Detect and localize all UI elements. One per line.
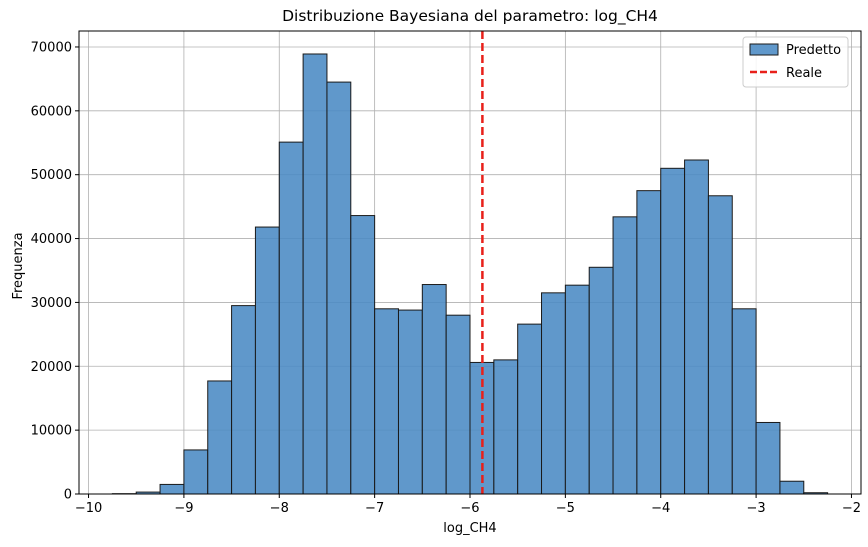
histogram-bar xyxy=(660,167,686,495)
histogram-bar xyxy=(278,141,304,495)
chart-title: Distribuzione Bayesiana del parametro: l… xyxy=(282,7,658,26)
x-tick-label: −4 xyxy=(651,501,670,516)
x-tick-label: −5 xyxy=(556,501,575,516)
x-tick-label: −6 xyxy=(460,501,479,516)
histogram-bar xyxy=(397,309,423,495)
y-axis-ticks: 0 10000 20000 30000 40000 50000 60000 70000 xyxy=(31,40,79,503)
histogram-bar xyxy=(183,449,209,495)
histogram-bar xyxy=(779,480,805,495)
y-tick-label: 0 xyxy=(64,488,72,503)
x-tick-label: −10 xyxy=(75,501,102,516)
histogram-bar xyxy=(326,81,352,495)
histogram-bar xyxy=(517,323,543,495)
histogram-bar xyxy=(302,53,328,495)
histogram-bars xyxy=(111,53,829,495)
histogram-bar xyxy=(254,226,280,495)
histogram-bar xyxy=(731,308,757,495)
x-tick-label: −2 xyxy=(842,501,861,516)
histogram-bar xyxy=(374,308,399,495)
y-tick-label: 60000 xyxy=(31,104,72,119)
histogram-bar xyxy=(207,380,233,495)
x-tick-label: −7 xyxy=(365,501,384,516)
y-tick-label: 10000 xyxy=(31,424,72,439)
x-tick-label: −3 xyxy=(747,501,766,516)
y-axis-title: Frequenza xyxy=(11,232,26,299)
x-tick-label: −9 xyxy=(174,501,193,516)
legend: Predetto Reale xyxy=(742,36,849,88)
histogram-bar xyxy=(493,359,519,495)
x-tick-label: −8 xyxy=(270,501,289,516)
x-axis-title: log_CH4 xyxy=(443,521,496,536)
histogram-bar xyxy=(159,483,185,495)
histogram-bar xyxy=(564,284,590,495)
legend-swatch-predetto xyxy=(749,43,779,56)
y-tick-label: 50000 xyxy=(31,168,72,183)
legend-label-predetto: Predetto xyxy=(786,43,841,58)
histogram-bar xyxy=(707,195,733,495)
histogram-bar xyxy=(350,215,376,495)
y-tick-label: 70000 xyxy=(31,40,72,55)
x-axis-ticks: −10 −9 −8 −7 −6 −5 −4 −3 −2 xyxy=(75,494,861,516)
histogram-bar xyxy=(541,292,566,495)
histogram-bar xyxy=(755,421,781,495)
histogram-bar xyxy=(421,284,447,495)
y-tick-label: 20000 xyxy=(31,360,72,375)
legend-label-reale: Reale xyxy=(786,66,822,81)
histogram-bar xyxy=(684,159,709,495)
histogram-bar xyxy=(636,190,662,495)
histogram-bar xyxy=(445,314,471,495)
y-tick-label: 30000 xyxy=(31,296,72,311)
histogram-bar xyxy=(588,266,614,495)
histogram-bar xyxy=(612,216,638,495)
y-tick-label: 40000 xyxy=(31,232,72,247)
histogram-bar xyxy=(231,305,256,495)
